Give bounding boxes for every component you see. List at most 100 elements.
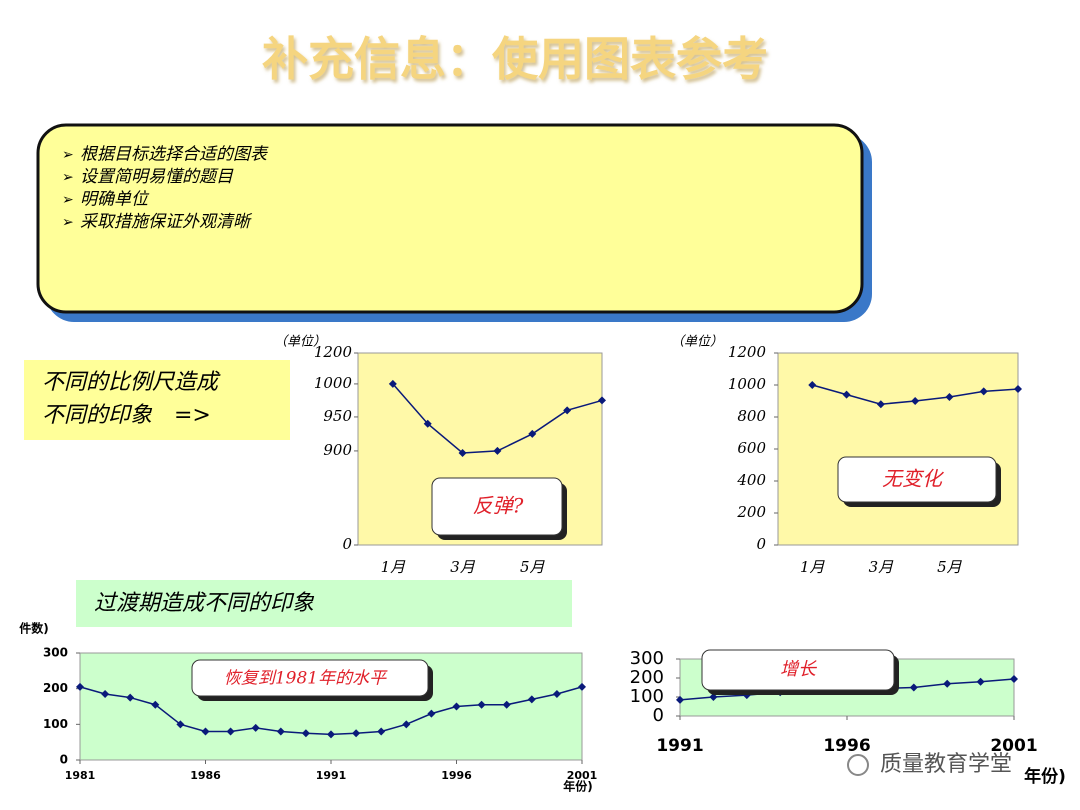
data-point: [477, 700, 486, 709]
data-point: [201, 727, 210, 736]
data-point: [945, 393, 954, 401]
y-tick-label: 300: [630, 648, 664, 669]
data-point: [176, 720, 185, 729]
y-tick-label: 950: [323, 407, 352, 425]
data-point: [423, 419, 432, 428]
y-tick-label: 200: [43, 681, 68, 695]
data-point: [377, 727, 386, 736]
data-point: [527, 695, 536, 704]
bullet: 明确单位: [80, 190, 150, 210]
x-tick-label: 1996: [823, 736, 870, 756]
watermark: 质量教育学堂: [880, 752, 1012, 777]
x-tick-label: 5月: [937, 558, 963, 576]
annotation-box: [191, 659, 429, 697]
data-point: [911, 397, 920, 405]
x-tick-label: 1981: [65, 769, 96, 782]
y-axis-label: 件数): [19, 621, 49, 636]
annotation: 增长: [780, 659, 818, 680]
x-tick-label: 2001: [567, 769, 598, 782]
data-point: [352, 729, 361, 738]
y-tick-label: 100: [630, 686, 664, 707]
data-point: [943, 679, 952, 688]
x-axis-label: 年份): [1024, 766, 1066, 787]
y-tick-label: 0: [60, 753, 68, 767]
plot-area: [79, 652, 583, 761]
x-tick-label: 5月: [520, 558, 546, 576]
data-point: [101, 690, 110, 699]
note-box: [24, 360, 290, 440]
y-tick-label: 300: [43, 646, 68, 660]
data-point: [909, 683, 918, 692]
y-tick-label: 200: [630, 667, 664, 688]
data-point: [676, 695, 684, 704]
data-point: [151, 700, 160, 709]
scale-note: 不同的比例尺造成: [42, 370, 221, 395]
y-tick-label: 800: [737, 407, 766, 425]
data-point: [402, 720, 411, 729]
bullet-marker: ➢: [62, 192, 74, 208]
note-box: [76, 580, 572, 627]
data-point: [388, 379, 397, 388]
x-tick-label: 1986: [190, 769, 221, 782]
y-axis-label: （单位）: [274, 334, 326, 350]
y-tick-label: 0: [756, 535, 766, 553]
x-tick-label: 3月: [450, 558, 476, 576]
y-tick-label: 0: [653, 705, 664, 726]
y-tick-label: 0: [342, 535, 352, 553]
annotation-box: [701, 649, 895, 691]
bullet: 设置简明易懂的题目: [80, 167, 234, 187]
annotation: 恢复到1981年的水平: [224, 669, 388, 689]
data-point: [842, 390, 851, 399]
data-point: [598, 396, 606, 405]
y-tick-label: 400: [736, 471, 766, 489]
bullet: 根据目标选择合适的图表: [80, 145, 269, 165]
annotation-box: [431, 477, 563, 536]
annotation: 无变化: [882, 467, 945, 491]
bullet-marker: ➢: [62, 170, 74, 186]
chart: 0 900 950 1000 1200 1月 3月 5月 （单位） 反弹?: [274, 334, 606, 576]
data-point: [808, 381, 817, 389]
data-point: [301, 729, 310, 738]
data-point: [979, 387, 988, 396]
y-tick-label: 600: [737, 439, 766, 457]
data-point: [1010, 674, 1018, 683]
data-point: [427, 709, 436, 718]
x-tick-label: 1月: [800, 558, 826, 576]
wechat-icon: [847, 754, 869, 776]
scale-note: 不同的印象 =>: [42, 403, 211, 428]
data-point: [452, 702, 461, 711]
x-tick-label: 1月: [381, 558, 407, 576]
data-point: [458, 449, 467, 458]
data-point: [76, 682, 84, 691]
data-point: [552, 690, 561, 699]
data-point: [502, 700, 511, 709]
bullet-marker: ➢: [62, 147, 74, 163]
chart: 0 200 400 600 800 1000 1200 1月 3月 5月 （单位） 无变化: [671, 334, 1022, 576]
data-point: [276, 727, 285, 736]
y-tick-label: 1200: [728, 343, 767, 361]
transition-note: 过渡期造成不同的印象: [94, 591, 315, 616]
data-point: [327, 730, 335, 739]
x-tick-label: 1996: [441, 769, 472, 782]
data-point: [1014, 385, 1022, 393]
data-point: [528, 429, 537, 438]
data-point: [493, 446, 502, 455]
x-axis-label: 年份): [563, 779, 593, 794]
y-tick-label: 1000: [314, 374, 353, 392]
y-tick-label: 200: [736, 503, 766, 521]
x-tick-label: 3月: [869, 558, 895, 576]
bullet-marker: ➢: [62, 215, 74, 231]
data-point: [578, 682, 586, 691]
slide-title: 补充信息：使用图表参考: [262, 32, 768, 86]
x-tick-label: 1991: [656, 736, 703, 756]
data-point: [563, 406, 572, 415]
annotation: 反弹?: [473, 494, 524, 518]
plot-area: [777, 352, 1019, 546]
y-tick-label: 100: [43, 717, 68, 731]
y-tick-label: 900: [323, 441, 352, 459]
data-point: [126, 693, 135, 702]
data-point: [251, 723, 260, 732]
data-point: [876, 400, 885, 409]
